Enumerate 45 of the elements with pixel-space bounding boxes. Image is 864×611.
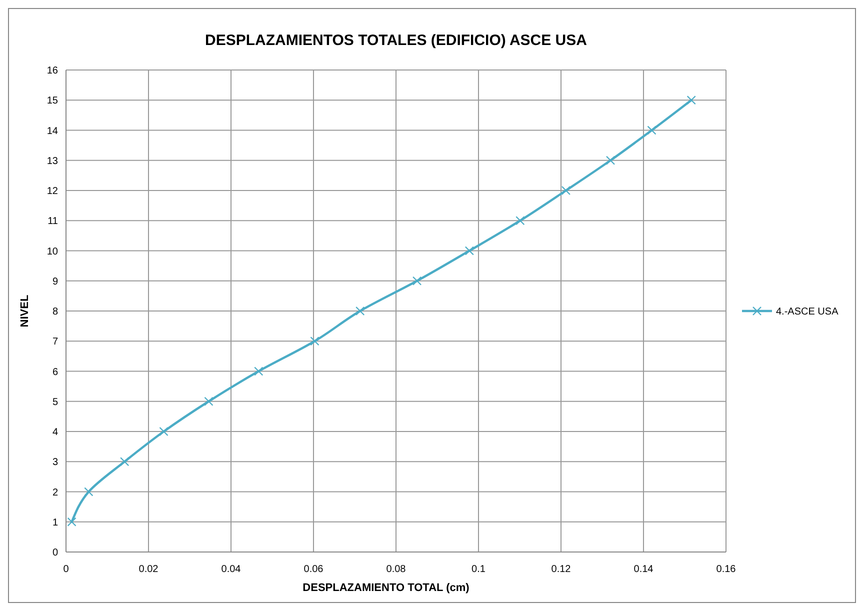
point: [356, 306, 365, 316]
y-tick-label: 1: [52, 517, 58, 528]
point: [606, 156, 616, 165]
x-tick-label: 0.16: [716, 564, 736, 575]
point: [67, 517, 76, 526]
y-tick-label: 10: [46, 246, 58, 258]
x-tick-label: 0.04: [221, 564, 242, 575]
point: [412, 276, 422, 286]
y-tick-label: 2: [52, 487, 58, 498]
x-tick-label: 0.12: [551, 564, 572, 575]
y-tick-label: 16: [46, 66, 58, 76]
point: [159, 426, 168, 436]
y-tick-label: 14: [46, 126, 58, 137]
x-axis-title: DESPLAZAMIENTO TOTAL (cm): [302, 582, 470, 594]
y-tick-label: 15: [46, 96, 58, 107]
y-axis-title: NIVEL: [19, 294, 31, 328]
point: [254, 366, 264, 376]
y-tick-label: 0: [52, 548, 58, 558]
y-tick-label: 7: [52, 336, 58, 348]
y-tick-label: 5: [52, 396, 58, 408]
y-tick-label: 13: [46, 156, 58, 167]
y-tick-label: 4: [52, 427, 58, 438]
x-tick-label: 0.02: [138, 564, 159, 575]
y-tick-label: 12: [46, 186, 58, 197]
point: [310, 336, 320, 346]
y-tick-label: 6: [52, 366, 58, 378]
point: [464, 246, 474, 256]
point: [120, 457, 130, 466]
point: [561, 186, 571, 196]
point: [204, 396, 214, 406]
x-tick-label: 0: [63, 564, 70, 575]
x-tick-label: 0.06: [304, 564, 324, 575]
point: [84, 487, 94, 496]
point: [516, 216, 525, 226]
x-tick-label: 0.08: [386, 564, 406, 575]
point: [647, 126, 656, 135]
y-tick-label: 11: [48, 216, 58, 228]
y-tick-label: 3: [52, 457, 58, 468]
x-tick-label: 0.14: [634, 564, 654, 575]
x-tick-label: 0.1: [472, 564, 486, 575]
legend-label: 4.-ASCE USA: [776, 306, 839, 318]
point: [686, 96, 696, 105]
y-tick-label: 9: [52, 276, 58, 288]
y-tick-label: 8: [52, 306, 58, 318]
chart-title: DESPLAZAMIENTOS TOTALES (EDIFICIO) ASCE USA: [205, 32, 588, 49]
